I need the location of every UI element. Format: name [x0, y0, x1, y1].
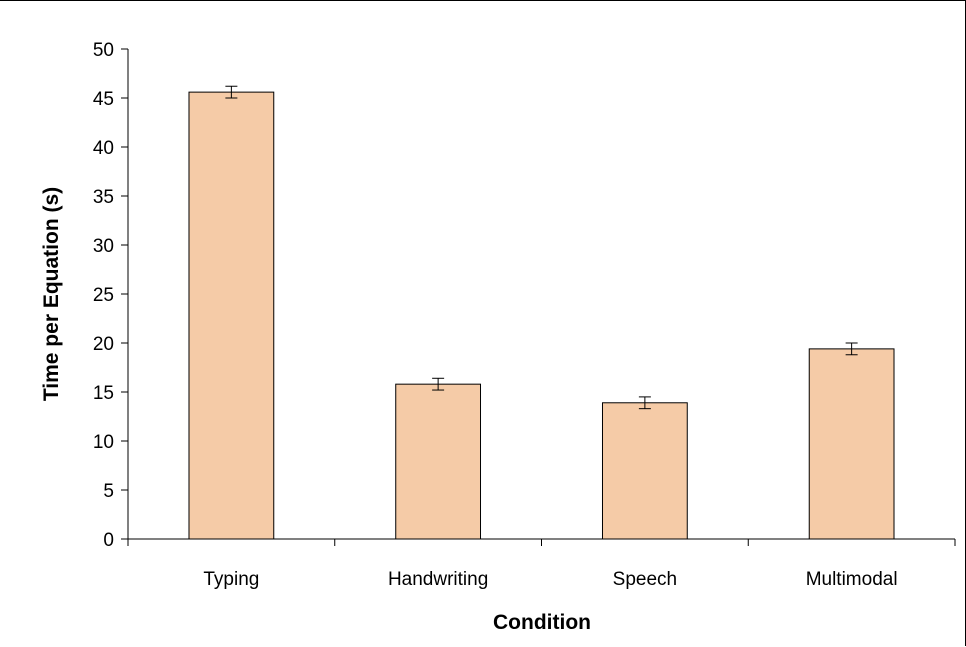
bar-typing [188, 91, 275, 540]
x-axis-title: Condition [493, 611, 591, 634]
y-tick-label: 35 [93, 187, 114, 208]
x-tick-label: Handwriting [388, 569, 488, 590]
y-tick-label: 20 [93, 334, 114, 355]
bars [188, 85, 895, 540]
y-tick-label: 25 [93, 285, 114, 306]
y-tick-label: 5 [103, 481, 114, 502]
y-axis-title: Time per Equation (s) [40, 187, 63, 401]
y-axis: 0 5 10 15 20 25 30 35 40 45 50 [93, 40, 129, 551]
x-tick-label: Multimodal [806, 569, 898, 590]
y-tick-label: 10 [93, 432, 114, 453]
y-tick-label: 50 [93, 40, 114, 61]
bar-speech [601, 402, 688, 540]
x-tick-label: Speech [613, 569, 677, 590]
y-tick-label: 15 [93, 383, 114, 404]
y-tick-label: 0 [103, 530, 114, 551]
y-tick-label: 30 [93, 236, 114, 257]
y-tick-label: 45 [93, 89, 114, 110]
x-axis: Typing Handwriting Speech Multimodal [127, 538, 956, 590]
y-tick-label: 40 [93, 138, 114, 159]
bar-multimodal [808, 348, 895, 540]
bar-handwriting [395, 383, 482, 540]
x-tick-label: Typing [203, 569, 259, 590]
